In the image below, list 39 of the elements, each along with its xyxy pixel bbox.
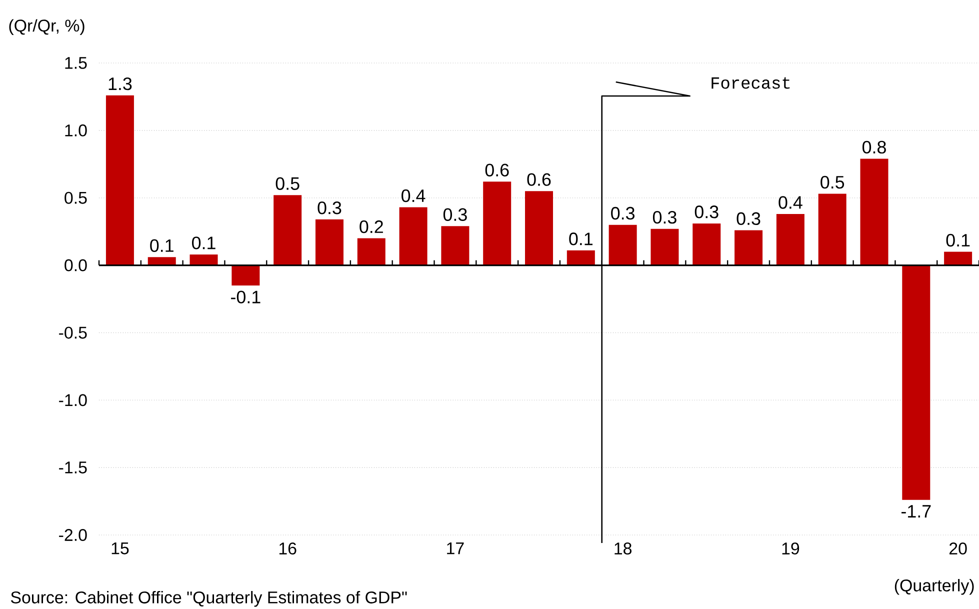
- data-label: 0.5: [820, 176, 844, 189]
- data-label: -0.1: [231, 290, 260, 304]
- ref-line-label: Forecast: [712, 77, 790, 89]
- y-tick-label: -1.0: [59, 394, 87, 406]
- y-tick-label: -1.5: [59, 462, 87, 474]
- y-tick-label: 0.0: [64, 259, 87, 272]
- y-tick-label: 1.0: [65, 124, 87, 136]
- y-axis-title: (Qr/Qr, %): [9, 19, 84, 35]
- x-axis-title: (Quarterly): [894, 579, 974, 595]
- data-label: 0.6: [527, 173, 551, 186]
- data-label: 0.1: [150, 239, 174, 252]
- x-tick-label: 20: [949, 542, 967, 555]
- data-label: 0.5: [276, 177, 300, 190]
- data-label: -1.7: [902, 505, 931, 518]
- y-tick-label: 0.5: [64, 192, 87, 204]
- x-tick-label: 15: [112, 542, 129, 554]
- x-tick-label: 17: [447, 542, 464, 554]
- data-label: 0.4: [778, 196, 802, 209]
- data-label: 1.3: [108, 77, 132, 90]
- data-label: 0.8: [862, 140, 886, 154]
- data-label: 0.4: [402, 189, 426, 202]
- data-label: 0.3: [318, 202, 342, 214]
- data-label: 0.6: [485, 164, 509, 176]
- data-label: 0.1: [946, 234, 970, 247]
- source-note: Source: Cabinet Office "Quarterly Estimates of GDP": [10, 591, 407, 607]
- data-label: 0.3: [443, 208, 467, 221]
- data-label: 0.1: [192, 236, 216, 250]
- data-label: 0.3: [652, 210, 676, 224]
- y-tick-label: -0.5: [59, 326, 87, 339]
- y-tick-label: -2.0: [59, 528, 87, 541]
- data-label: 0.3: [736, 212, 760, 226]
- x-tick-label: 19: [782, 542, 800, 555]
- data-label: 0.3: [694, 206, 718, 218]
- x-tick-label: 18: [614, 542, 632, 555]
- data-label: 0.2: [360, 220, 383, 234]
- data-label: 0.1: [569, 232, 592, 246]
- y-tick-label: 1.5: [65, 57, 87, 69]
- x-tick-label: 16: [279, 542, 296, 555]
- data-label: 0.3: [611, 206, 634, 220]
